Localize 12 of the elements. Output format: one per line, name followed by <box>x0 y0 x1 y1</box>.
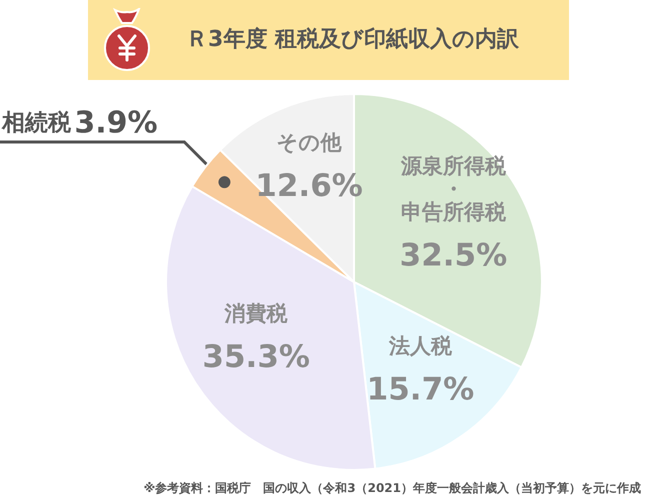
data-label: 3.9% <box>74 106 158 140</box>
data-label: 15.7% <box>366 371 474 408</box>
data-label: 35.3% <box>202 338 310 375</box>
data-label: 32.5% <box>400 238 508 274</box>
data-label: 12.6% <box>255 168 363 204</box>
text: ※参考資料：国税庁 国の収入（令和3（2021）年度一般会計歳入（当初予算）を元に作成 <box>144 480 641 496</box>
slice-label: 相続税 <box>1 110 72 136</box>
slice-label: その他 <box>276 130 343 154</box>
slice-label: 法人税 <box>388 334 453 358</box>
chart-title: Ｒ3年度 租税及び印紙収入の内訳 <box>185 26 520 54</box>
slice-label: 源泉所得税・申告所得税 <box>400 154 507 224</box>
slice-label: 消費税 <box>224 301 289 326</box>
